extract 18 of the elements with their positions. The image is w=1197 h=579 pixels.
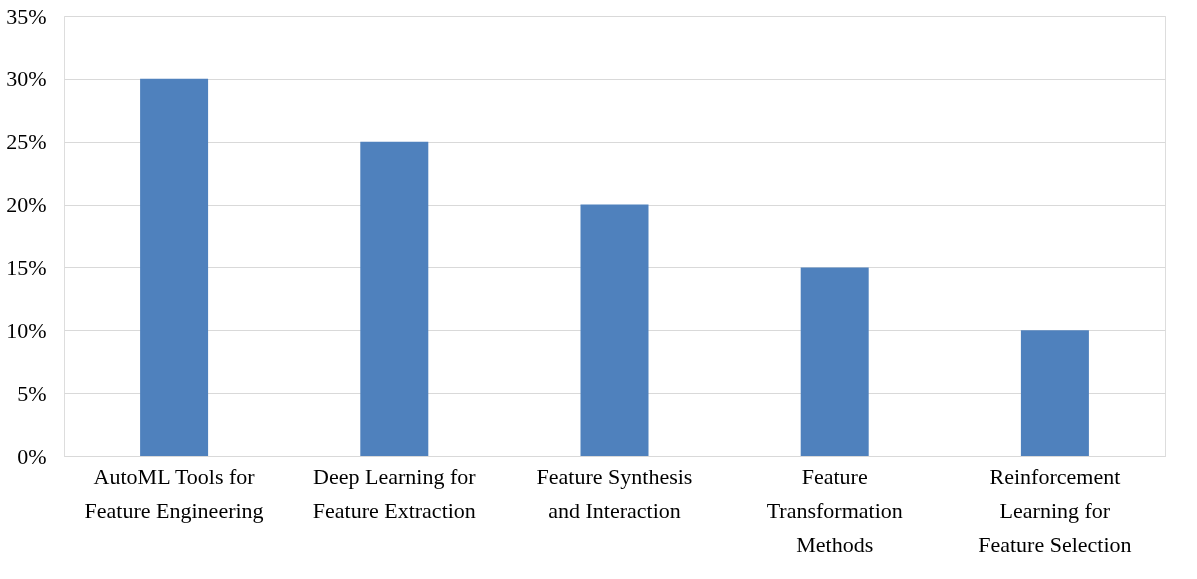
y-tick-label: 5%: [17, 380, 47, 406]
x-tick-label: Reinforcement Learning for Feature Selection: [978, 463, 1132, 557]
bar: [1020, 330, 1089, 456]
bar: [580, 204, 649, 456]
x-tick-label: Deep Learning for Feature Extraction: [312, 463, 477, 523]
y-tick-label: 10%: [6, 317, 47, 343]
y-tick-label: 35%: [6, 3, 47, 29]
x-tick-label: Feature Synthesis and Interaction: [536, 463, 693, 523]
y-tick-label: 0%: [17, 443, 47, 469]
x-tick-label: Feature Transformation Methods: [766, 463, 903, 557]
bar: [360, 141, 429, 456]
bar: [800, 267, 869, 456]
x-tick-label: AutoML Tools for Feature Engineering: [84, 463, 264, 523]
bar: [140, 78, 209, 456]
y-tick-label: 30%: [6, 66, 47, 92]
y-tick-label: 20%: [6, 192, 47, 218]
y-tick-label: 15%: [6, 254, 47, 280]
y-tick-label: 25%: [6, 129, 47, 155]
